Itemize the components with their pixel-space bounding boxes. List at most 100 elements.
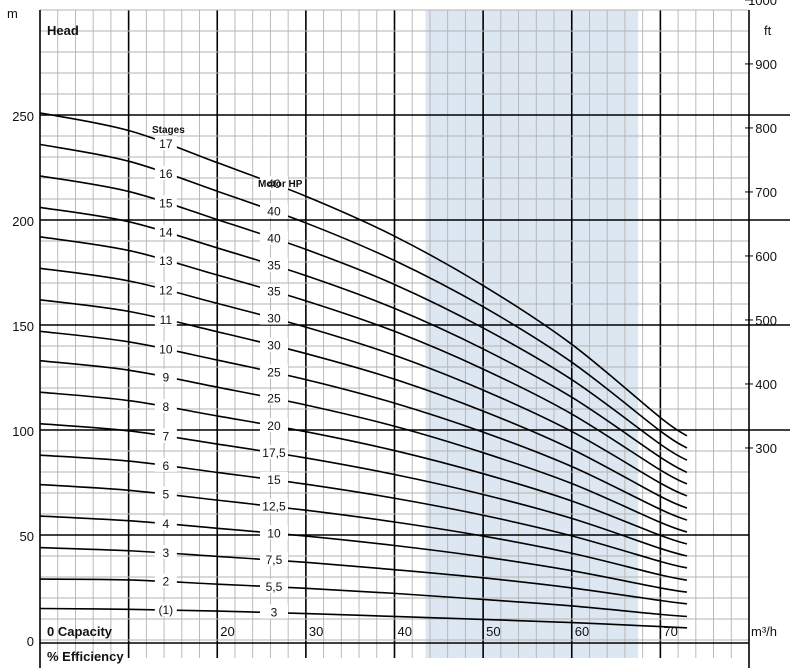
- motor-label: 7,5: [266, 553, 283, 567]
- left-tick-label: 200: [12, 214, 34, 229]
- stage-label: 9: [163, 370, 170, 384]
- head-curve: [39, 483, 688, 581]
- curve-labels: (1) 3 2 5,5 3 7,5 4 10 5 12,5 6 15 7 17,5 8 20 9 25 10 25 11…: [154, 136, 288, 620]
- right-tick-label: 1000: [748, 0, 777, 8]
- stage-label: 11: [160, 313, 173, 327]
- motor-label-bg: [259, 552, 288, 567]
- axes: 0501001502002503004005006007008009001000…: [12, 0, 777, 668]
- motor-label: 30: [267, 312, 281, 326]
- operating-range-band: [425, 10, 639, 658]
- motor-label-bg: [259, 257, 288, 272]
- motor-label: 10: [267, 526, 281, 540]
- stage-label-bg: [154, 136, 177, 151]
- stage-label-bg: [154, 165, 177, 180]
- head-curve: [39, 607, 688, 629]
- motor-label-bg: [259, 203, 288, 218]
- stage-label-bg: [154, 457, 177, 472]
- head-curve: [39, 236, 688, 485]
- stage-label-bg: [154, 311, 177, 326]
- head-curve: [39, 267, 688, 497]
- stage-label-bg: [154, 486, 177, 501]
- x-tick-label: 40: [398, 624, 412, 639]
- stage-label-bg: [154, 224, 177, 239]
- stage-label: 7: [163, 429, 170, 443]
- stage-label: 13: [159, 254, 173, 268]
- motor-label: 20: [267, 419, 281, 433]
- motor-label-bg: [259, 498, 288, 513]
- motor-label-bg: [259, 283, 288, 298]
- right-tick-label: 600: [755, 249, 777, 264]
- motor-label-bg: [259, 364, 288, 379]
- left-tick-label: 50: [20, 529, 34, 544]
- motor-label: 25: [267, 392, 281, 406]
- stage-label-bg: [154, 399, 177, 414]
- stage-label: 2: [163, 575, 170, 589]
- stage-label-bg: [154, 252, 177, 267]
- stage-label: 17: [159, 137, 173, 151]
- stage-label: 14: [159, 226, 173, 240]
- motor-label: 35: [267, 285, 281, 299]
- right-tick-label: 900: [755, 57, 777, 72]
- head-curve: [39, 359, 688, 533]
- right-axis-unit: ft: [764, 23, 772, 38]
- x-axis-label: 0 Capacity: [47, 624, 113, 639]
- head-curve: [39, 578, 688, 618]
- head-curve: [39, 454, 688, 569]
- x-tick-label: 50: [486, 624, 500, 639]
- right-tick-label: 300: [755, 441, 777, 456]
- left-axis-label: Head: [47, 23, 79, 38]
- stage-label: 12: [159, 283, 173, 297]
- left-tick-label: 0: [27, 634, 34, 649]
- motor-label-bg: [259, 390, 288, 405]
- motor-label: 40: [267, 232, 281, 246]
- head-curve: [39, 515, 688, 593]
- grid: [39, 9, 790, 658]
- stage-label-bg: [154, 282, 177, 297]
- x-tick-label: 60: [575, 624, 589, 639]
- motor-label-bg: [259, 578, 288, 593]
- motor-label: 12,5: [262, 500, 286, 514]
- motor-label-bg: [259, 230, 288, 245]
- stage-label: 16: [159, 167, 173, 181]
- x-tick-label: 30: [309, 624, 323, 639]
- stages-header: Stages: [152, 125, 185, 136]
- right-tick-label: 400: [755, 377, 777, 392]
- right-tick-label: 800: [755, 121, 777, 136]
- stage-label-bg: [154, 341, 177, 356]
- motor-label: 40: [267, 205, 281, 219]
- motor-label: 40: [267, 177, 281, 191]
- motor-label-bg: [259, 418, 288, 433]
- stage-label-bg: [154, 602, 177, 617]
- motor-label-bg: [259, 444, 288, 459]
- stage-label-bg: [154, 515, 177, 530]
- motor-label: 30: [267, 339, 281, 353]
- stage-label: 3: [163, 546, 170, 560]
- stage-label-bg: [154, 545, 177, 560]
- head-curve: [39, 546, 688, 605]
- motor-label: 17,5: [262, 446, 286, 460]
- motor-label: 3: [271, 606, 278, 620]
- stage-label-bg: [154, 195, 177, 210]
- motor-label-bg: [259, 471, 288, 486]
- right-tick-label: 500: [755, 313, 777, 328]
- stage-label: (1): [159, 603, 174, 617]
- motor-label: 15: [267, 473, 281, 487]
- left-axis-unit: m: [7, 6, 18, 21]
- x-tick-label: 20: [220, 624, 234, 639]
- head-curve: [39, 299, 688, 509]
- right-tick-label: 700: [755, 185, 777, 200]
- stage-label-bg: [154, 428, 177, 443]
- stage-label-bg: [154, 573, 177, 588]
- x-axis-unit: m³/h: [751, 624, 777, 639]
- stage-label: 10: [159, 342, 173, 356]
- stage-label: 5: [163, 487, 170, 501]
- stage-label: 6: [163, 459, 170, 473]
- left-tick-label: 250: [12, 109, 34, 124]
- motor-label-bg: [259, 604, 288, 619]
- stage-label: 4: [163, 517, 170, 531]
- motor-label-bg: [259, 337, 288, 352]
- stage-label: 8: [163, 400, 170, 414]
- head-curve: [39, 391, 688, 545]
- motor-label: 35: [267, 259, 281, 273]
